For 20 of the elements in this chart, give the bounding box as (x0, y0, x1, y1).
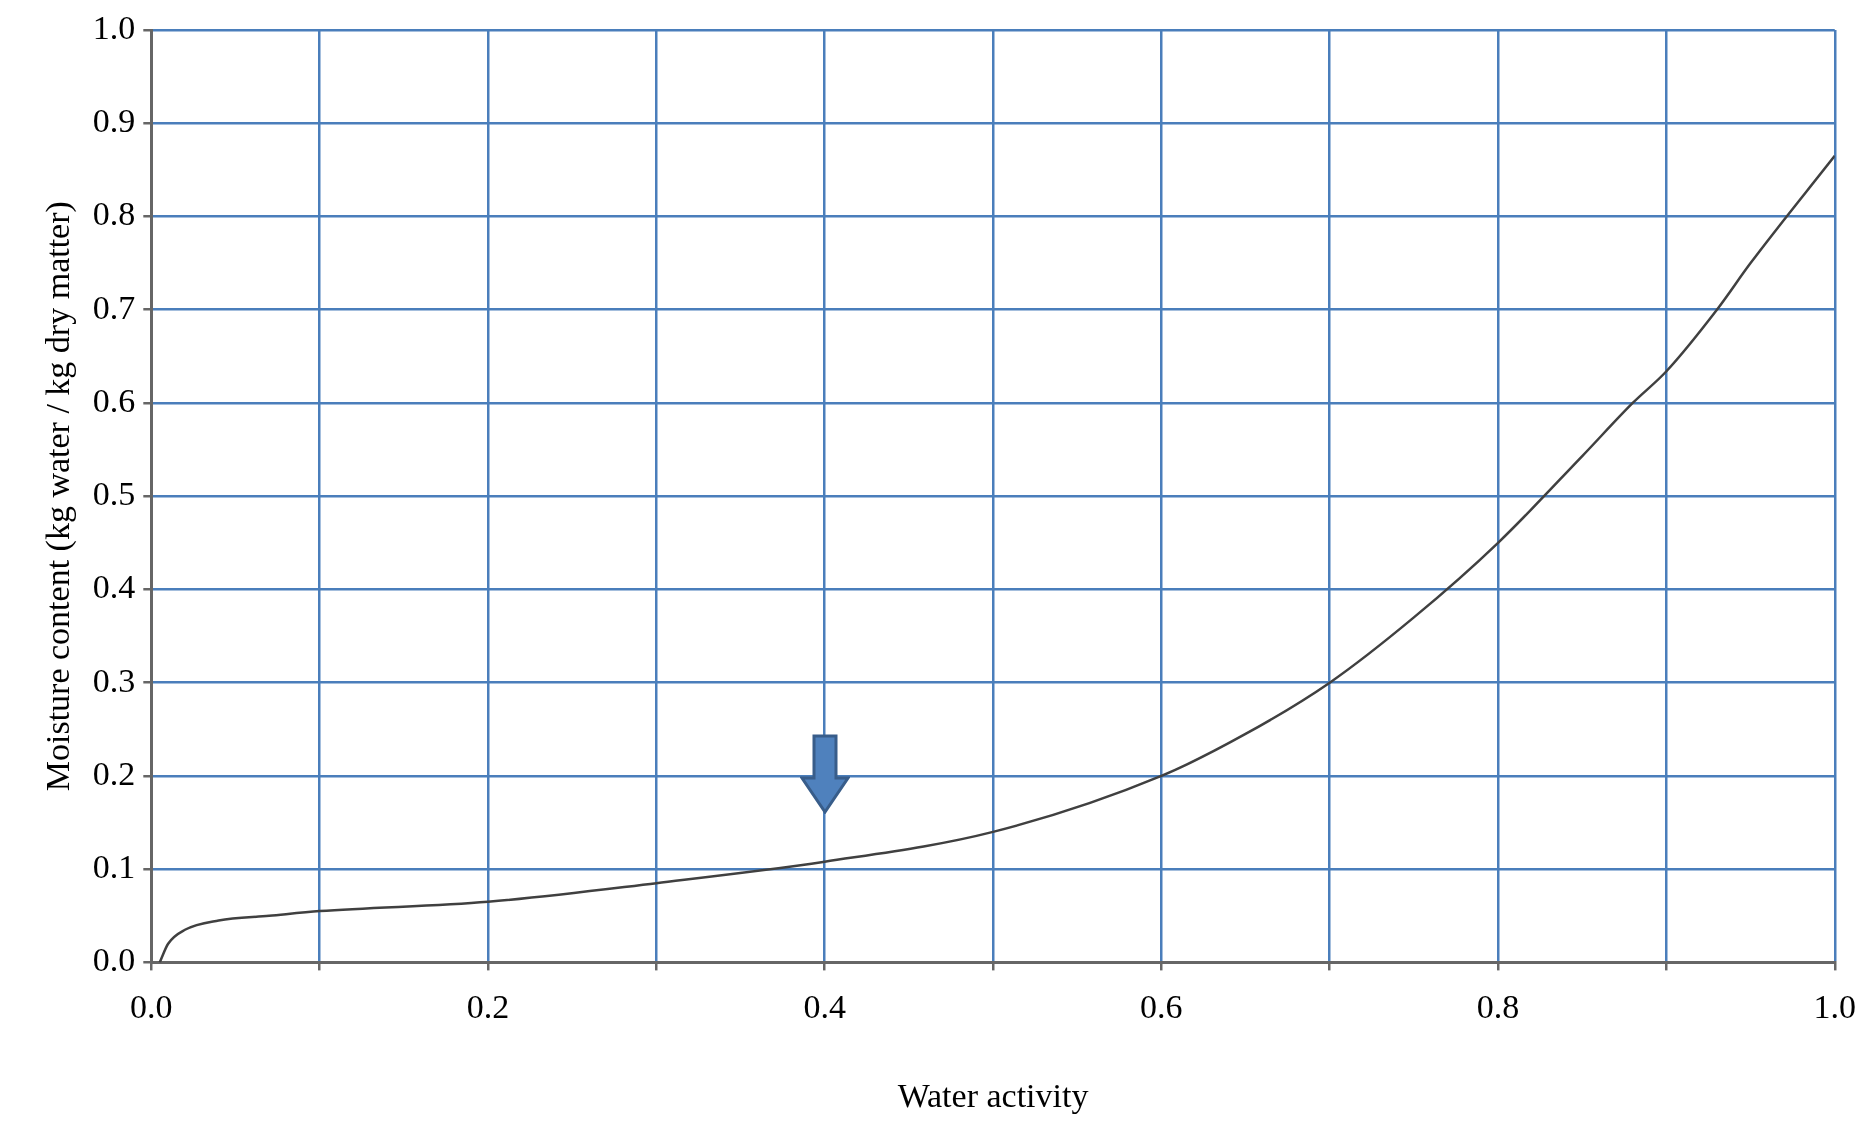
line-series (158, 154, 1835, 963)
x-tick-label: 1.0 (1813, 987, 1856, 1025)
y-tick-label: 0.9 (92, 102, 136, 140)
y-tick-label: 0.0 (92, 941, 136, 979)
y-tick-label: 0.2 (92, 754, 136, 792)
y-tick-label: 0.8 (92, 195, 136, 233)
x-tick-label: 0.0 (130, 987, 173, 1025)
y-tick-label: 1.0 (92, 8, 136, 46)
y-tick-label: 0.7 (92, 288, 136, 326)
y-tick-label: 0.5 (92, 475, 136, 513)
x-tick-label: 0.6 (1140, 987, 1183, 1025)
y-axis-title: Moisture content (kg water / kg dry matter) (39, 201, 78, 792)
x-tick-label: 0.2 (466, 987, 510, 1025)
y-tick-label: 0.3 (92, 661, 136, 699)
y-tick-label: 0.6 (92, 381, 136, 419)
y-tick-label: 0.1 (92, 848, 136, 886)
x-tick-label: 0.4 (803, 987, 846, 1025)
x-tick-label: 0.8 (1476, 987, 1520, 1025)
y-tick-label: 0.4 (92, 568, 136, 606)
x-axis-title: Water activity (897, 1076, 1089, 1114)
